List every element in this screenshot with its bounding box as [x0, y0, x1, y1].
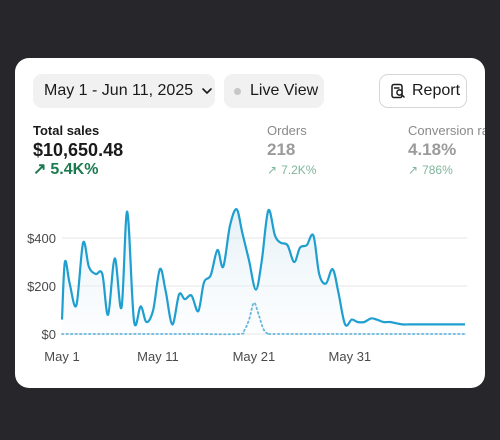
date-range-label: May 1 - Jun 11, 2025 — [44, 82, 194, 99]
y-tick-label: $0 — [42, 327, 56, 342]
y-tick-label: $400 — [27, 231, 56, 246]
x-tick-label: May 11 — [137, 349, 179, 364]
chevron-down-icon — [202, 88, 212, 94]
live-view-label: Live View — [250, 82, 319, 99]
metric-delta-value: 786% — [422, 163, 453, 177]
metric-total-sales[interactable]: Total sales $10,650.48 ↗ 5.4K% — [33, 123, 123, 179]
metric-orders[interactable]: Orders 218 ↗ 7.2K% — [267, 123, 316, 179]
metric-delta: ↗ 5.4K% — [33, 161, 123, 179]
trend-up-icon: ↗ — [267, 163, 278, 177]
trend-up-icon: ↗ — [408, 163, 419, 177]
x-tick-label: May 1 — [44, 349, 79, 364]
report-label: Report — [412, 82, 461, 99]
series-area — [62, 209, 465, 334]
series-line-current — [60, 208, 465, 327]
x-tick-label: May 21 — [233, 349, 276, 364]
metric-delta-value: 5.4K% — [50, 161, 99, 178]
metric-delta: ↗ 786% — [408, 161, 485, 179]
series-line-previous — [61, 301, 466, 336]
report-search-icon — [391, 83, 405, 99]
metric-value: 218 — [267, 140, 296, 159]
metric-label: Conversion rate — [408, 123, 485, 138]
metric-delta: ↗ 7.2K% — [267, 161, 316, 179]
date-range-button[interactable]: May 1 - Jun 11, 2025 — [33, 74, 215, 108]
metric-delta-value: 7.2K% — [281, 163, 317, 177]
analytics-card: May 1 - Jun 11, 2025 Live View Report To… — [15, 58, 485, 388]
metric-label: Total sales — [33, 123, 100, 138]
sales-chart: $0 $200 $400 May 1 May 11 May 21 May 31 — [27, 208, 467, 364]
metric-value: $10,650.48 — [33, 140, 124, 160]
x-tick-label: May 31 — [329, 349, 372, 364]
metric-conversion-rate[interactable]: Conversion rate 4.18% ↗ 786% — [408, 123, 485, 179]
metric-value: 4.18% — [408, 140, 457, 159]
y-tick-label: $200 — [27, 279, 56, 294]
live-view-button[interactable]: Live View — [224, 74, 324, 108]
report-button[interactable]: Report — [379, 74, 467, 108]
metric-label: Orders — [267, 123, 307, 138]
trend-up-icon: ↗ — [33, 161, 47, 178]
live-status-dot-icon — [234, 87, 241, 95]
